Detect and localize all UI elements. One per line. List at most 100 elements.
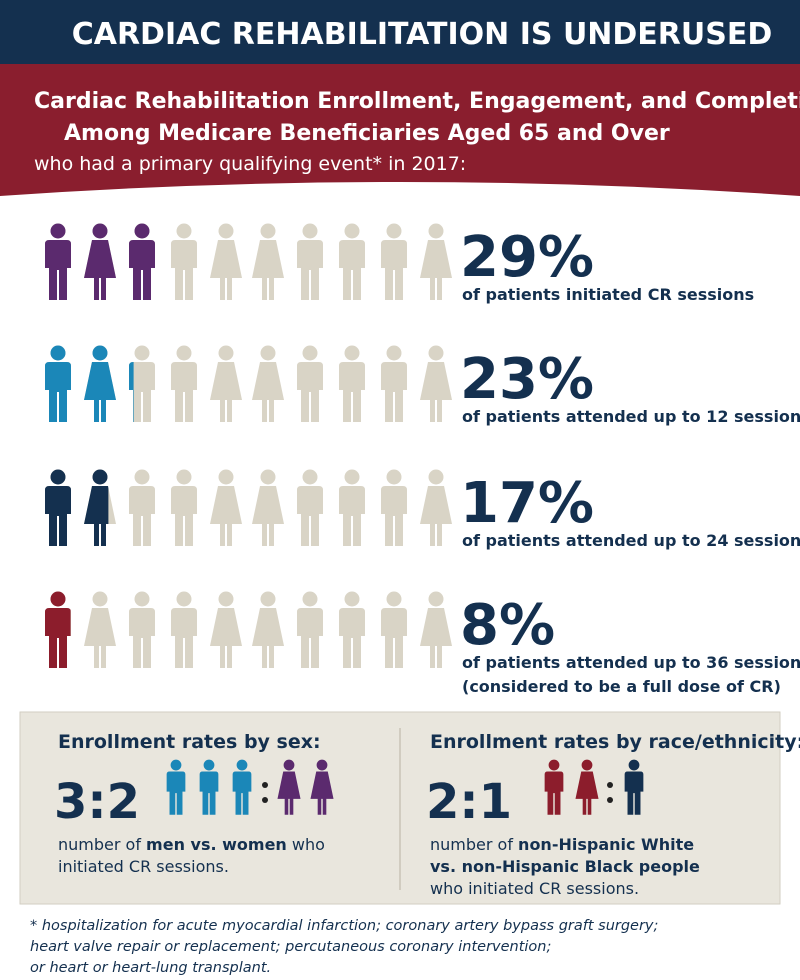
row-caption: of patients initiated CR sessions: [462, 285, 754, 304]
icon-body: [297, 240, 323, 300]
pictograph-fill: [45, 469, 109, 546]
icon-body: [339, 240, 365, 300]
icon-head: [218, 469, 234, 485]
icon-body: [84, 608, 116, 668]
panel-caption: vs. non-Hispanic Black people: [430, 857, 700, 876]
icon-head: [176, 345, 192, 361]
icon-head: [386, 591, 402, 607]
woman-icon: [84, 469, 109, 546]
man-icon: [339, 591, 365, 668]
woman-icon: [575, 759, 599, 815]
man-icon: [129, 345, 155, 422]
icon-head: [386, 345, 402, 361]
icon-body: [129, 362, 134, 422]
caption-segment: number of: [58, 835, 146, 854]
man-icon: [297, 345, 323, 422]
man-icon: [297, 223, 323, 300]
percent-label: 23%: [460, 347, 594, 412]
icon-body: [420, 362, 452, 422]
icon-head: [386, 223, 402, 239]
icon-body: [339, 608, 365, 668]
icon-head: [203, 759, 215, 771]
icon-head: [92, 469, 108, 485]
icon-body: [166, 771, 186, 815]
man-icon: [339, 469, 365, 546]
icon-head: [302, 469, 318, 485]
header-band: [0, 0, 800, 64]
icon-body: [129, 486, 155, 546]
caption-segment: initiated CR sessions.: [58, 857, 229, 876]
caption-segment: who initiated CR sessions.: [430, 879, 639, 898]
icon-body: [544, 771, 564, 815]
icon-body: [45, 608, 71, 668]
man-icon: [129, 362, 134, 422]
row-caption: of patients attended up to 24 sessions: [462, 531, 800, 550]
row-caption: (considered to be a full dose of CR): [462, 677, 781, 696]
icon-body: [252, 486, 284, 546]
panel-caption: initiated CR sessions.: [58, 857, 229, 876]
icon-body: [171, 486, 197, 546]
icon-head: [92, 345, 108, 361]
panel-caption: number of men vs. women who: [58, 835, 325, 854]
icon-head: [92, 223, 108, 239]
woman-icon: [420, 591, 452, 668]
icon-head: [628, 759, 640, 771]
icon-body: [171, 608, 197, 668]
icon-head: [218, 591, 234, 607]
ratio-icons: [544, 759, 599, 815]
row-caption: of patients attended up to 36 sessions: [462, 653, 800, 672]
footnote: * hospitalization for acute myocardial i…: [30, 918, 658, 934]
icon-body: [171, 240, 197, 300]
icon-body: [129, 362, 155, 422]
pictograph-fill: [45, 223, 155, 300]
icon-head: [218, 223, 234, 239]
icon-head: [176, 223, 192, 239]
man-icon: [232, 759, 252, 815]
icon-head: [170, 759, 182, 771]
icon-head: [176, 469, 192, 485]
icon-body: [339, 486, 365, 546]
caption-segment: non-Hispanic White: [518, 835, 694, 854]
icon-body: [199, 771, 219, 815]
icon-head: [344, 469, 360, 485]
man-icon: [381, 469, 407, 546]
icon-body: [232, 771, 252, 815]
pictograph-fill: [45, 591, 71, 668]
icon-body: [84, 362, 116, 422]
man-icon: [171, 223, 197, 300]
man-icon: [129, 223, 155, 300]
intro-band: [0, 64, 800, 196]
pictograph-row: [45, 223, 452, 300]
woman-icon: [252, 223, 284, 300]
icon-body: [420, 240, 452, 300]
icon-head: [176, 591, 192, 607]
icon-head: [50, 591, 66, 607]
icon-body: [297, 362, 323, 422]
icon-body: [84, 240, 116, 300]
icon-body: [381, 608, 407, 668]
woman-icon: [420, 345, 452, 422]
icon-head: [283, 759, 295, 771]
icon-body: [252, 362, 284, 422]
icon-head: [260, 345, 276, 361]
woman-icon: [210, 469, 242, 546]
man-icon: [297, 469, 323, 546]
icon-body: [624, 771, 644, 815]
page-title: CARDIAC REHABILITATION IS UNDERUSED: [72, 17, 773, 52]
colon-dot: [607, 782, 613, 788]
icon-head: [260, 223, 276, 239]
icon-head: [260, 591, 276, 607]
panel-heading: Enrollment rates by sex:: [58, 731, 321, 753]
intro-heading: Among Medicare Beneficiaries Aged 65 and…: [64, 121, 670, 146]
panel-heading: Enrollment rates by race/ethnicity:: [430, 731, 800, 753]
icon-head: [218, 345, 234, 361]
icon-head: [134, 345, 150, 361]
woman-icon: [210, 591, 242, 668]
icon-head: [386, 469, 402, 485]
ratio-icons: [166, 759, 252, 815]
pictograph-row: [45, 469, 452, 546]
man-icon: [45, 223, 71, 300]
icon-head: [581, 759, 593, 771]
